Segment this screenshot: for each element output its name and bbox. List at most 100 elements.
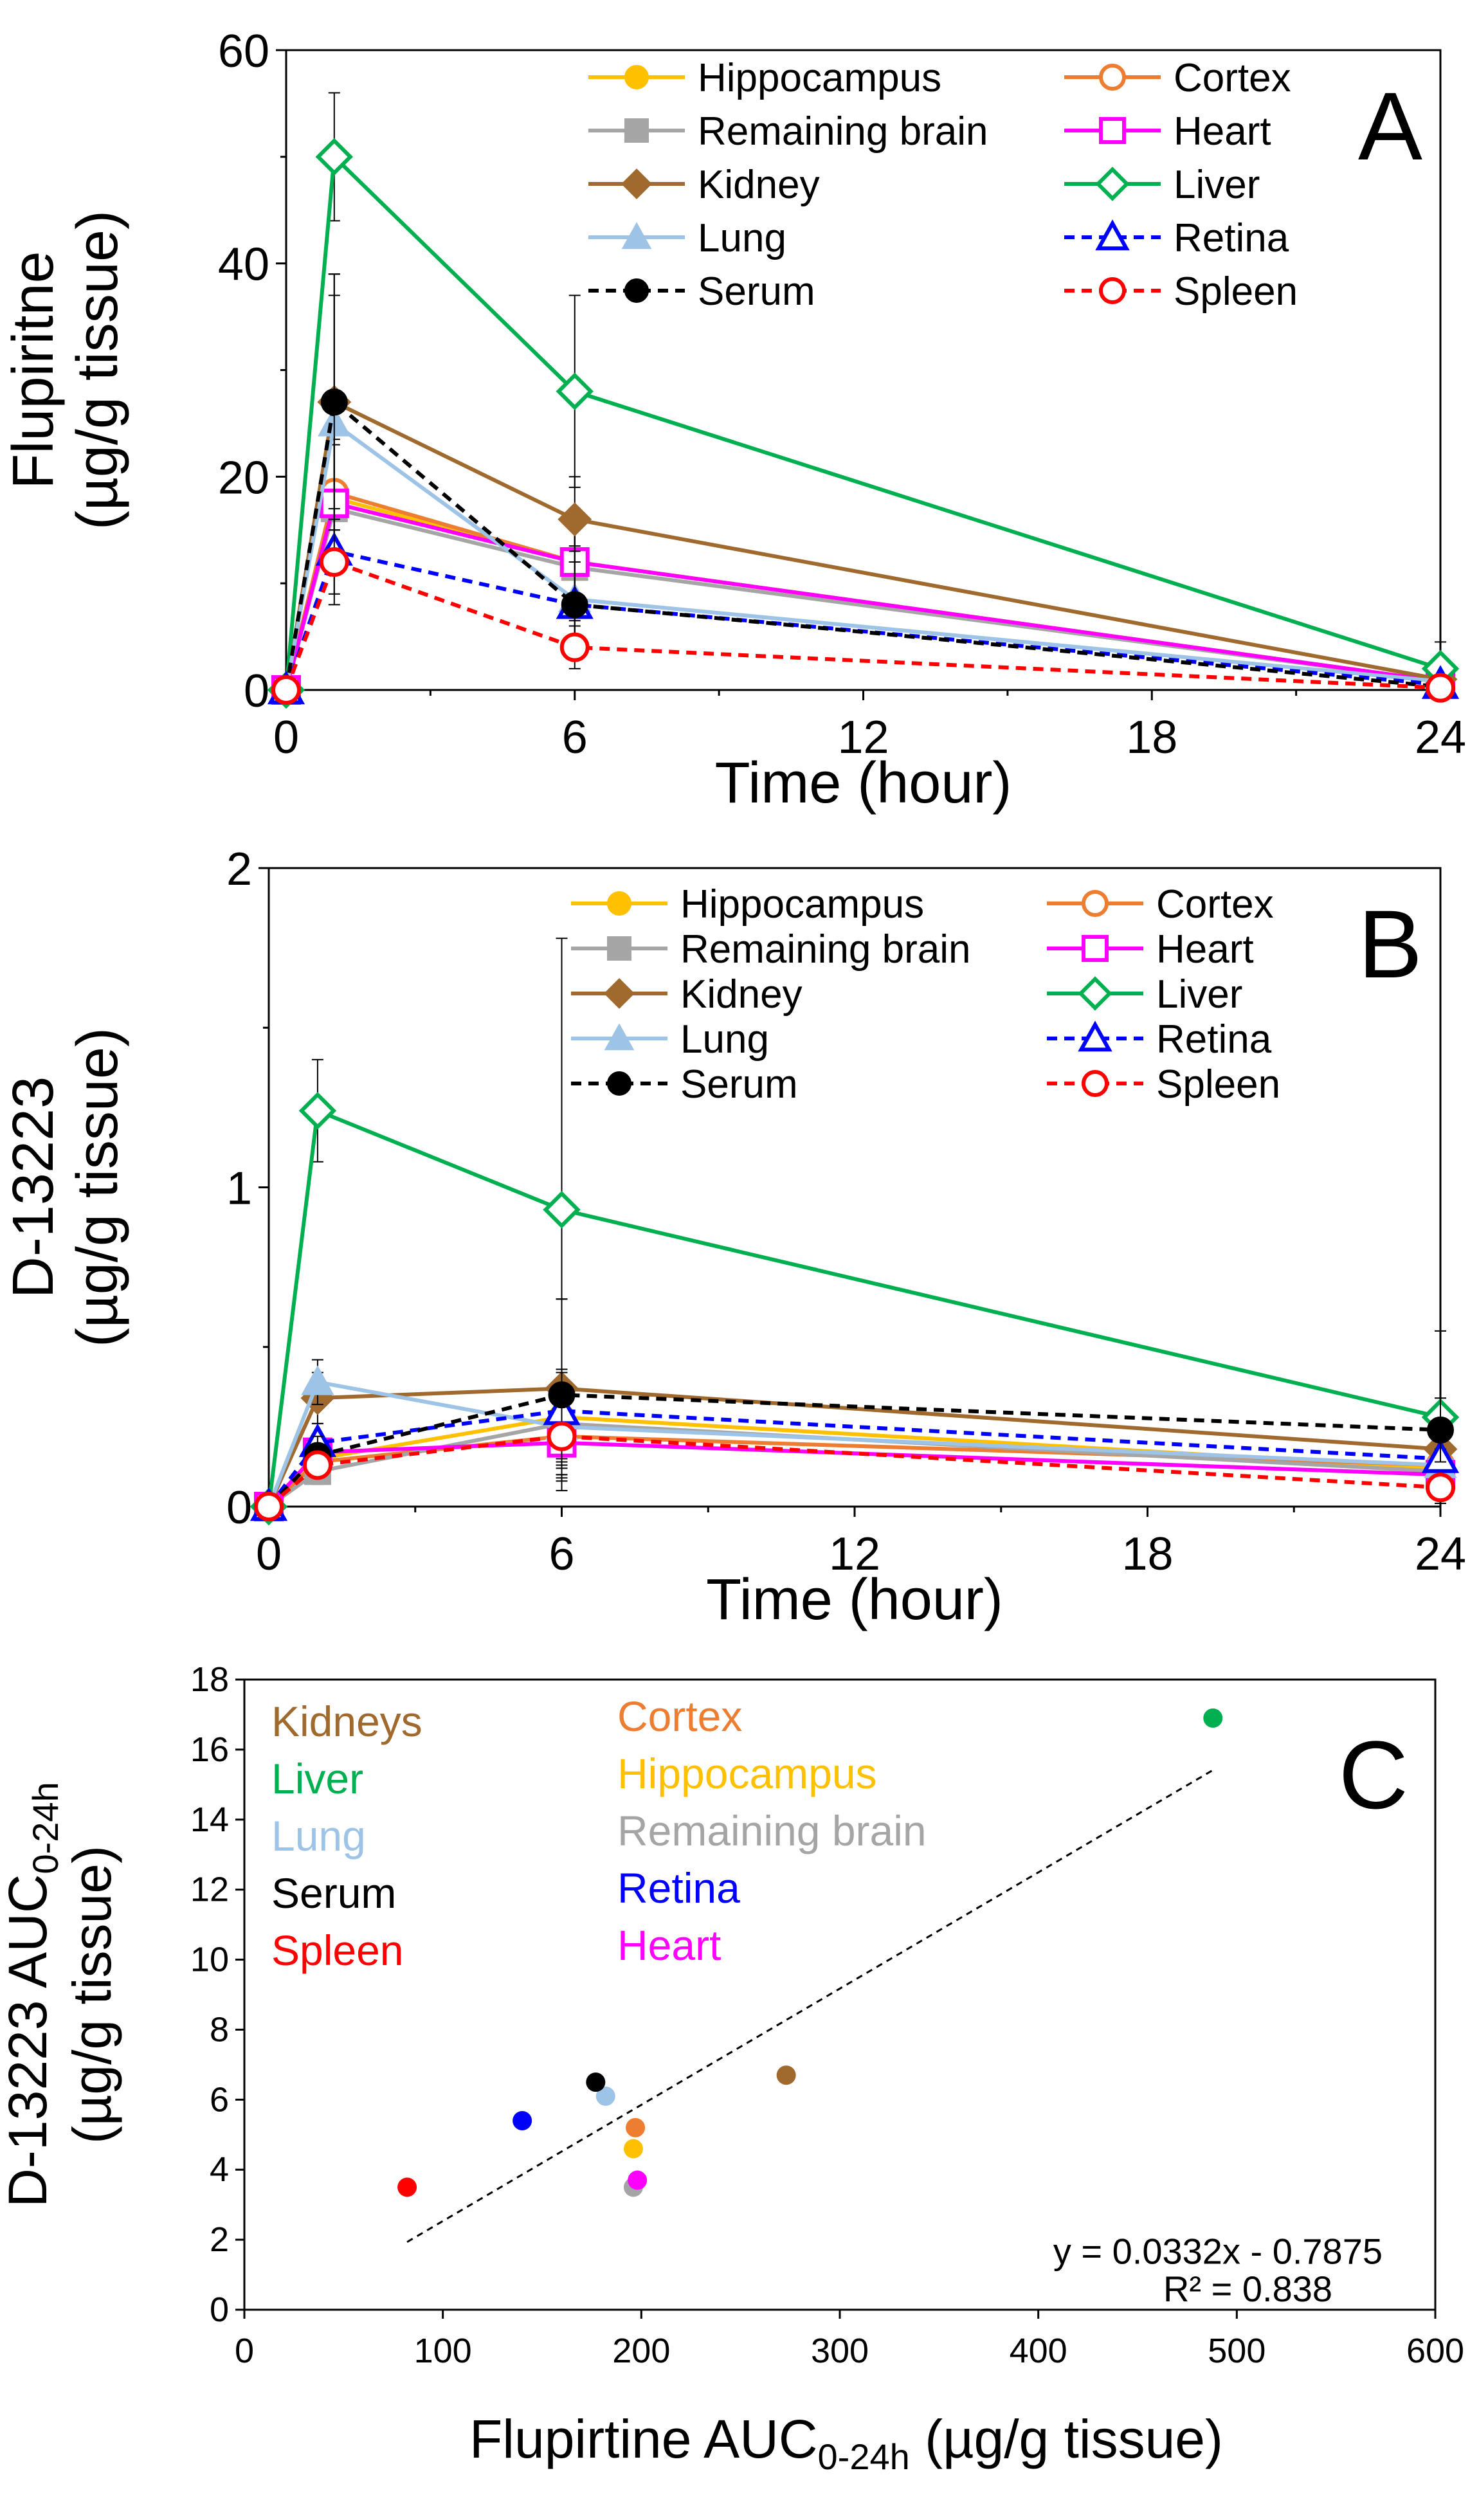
trendline-equation: y = 0.0332x - 0.7875 — [1053, 2231, 1383, 2271]
x-tick-label: 6 — [549, 1528, 574, 1580]
data-point-liver — [556, 372, 594, 410]
series-line-serum — [284, 398, 1441, 691]
data-point-spleen — [254, 1492, 284, 1521]
legend-marker-retina — [1095, 219, 1130, 251]
panel-letter: C — [1339, 1721, 1408, 1829]
series-serum — [273, 273, 1454, 703]
legend-marker-kidney — [604, 978, 635, 1009]
legend-label-kidneys: Kidneys — [271, 1698, 422, 1745]
y-tick-label: 8 — [210, 2010, 229, 2049]
legend-marker-spleen — [1082, 1070, 1109, 1097]
y-tick-label: 18 — [190, 1660, 229, 1699]
data-point-liver — [543, 1191, 581, 1229]
legend-marker-spleen — [1099, 277, 1126, 304]
x-tick-label: 200 — [612, 2332, 670, 2370]
legend-label-serum: Serum — [271, 1869, 396, 1917]
series-line-spleen — [284, 559, 1441, 691]
x-tick-label: 0 — [273, 712, 299, 763]
legend-label-heart: Heart — [617, 1921, 721, 1969]
y-axis-title-line2: (µg/g tissue) — [62, 1845, 122, 2144]
data-point-liver — [315, 138, 354, 176]
x-tick-label: 300 — [811, 2332, 869, 2370]
x-tick-label: 100 — [414, 2332, 472, 2370]
series-line-retina — [267, 1409, 1441, 1508]
data-point-serum — [586, 2072, 606, 2092]
series-line-liver — [267, 1108, 1441, 1507]
x-tick-label: 24 — [1415, 712, 1466, 763]
legend-label-retina: Retina — [1174, 216, 1289, 260]
data-point-spleen — [302, 1450, 332, 1480]
legend-label-lung: Lung — [698, 216, 786, 260]
data-point-kidneys — [776, 2065, 796, 2085]
data-point-retina — [513, 2111, 532, 2130]
series-line-heart — [267, 1440, 1441, 1509]
legend-label-spleen: Spleen — [1174, 269, 1298, 314]
data-point-liver — [298, 1092, 337, 1130]
x-axis-title-suffix: (µg/g tissue) — [910, 2409, 1223, 2469]
legend-label-heart: Heart — [1156, 927, 1254, 972]
data-point-spleen — [1426, 1473, 1455, 1503]
legend-label-lung: Lung — [680, 1017, 769, 1062]
legend-label-cortex: Cortex — [617, 1692, 742, 1740]
y-tick-label: 60 — [218, 26, 269, 77]
y-axis-title-subscript: 0-24h — [25, 1782, 66, 1874]
legend-label-remaining-brain: Remaining brain — [698, 109, 988, 154]
data-point-heart — [628, 2170, 648, 2190]
series-liver — [267, 92, 1460, 709]
legend-marker-hippocampus — [607, 891, 631, 916]
x-tick-label: 500 — [1208, 2332, 1266, 2370]
r-squared: R² = 0.838 — [1163, 2269, 1332, 2309]
x-tick-label: 24 — [1415, 1528, 1466, 1580]
data-point-kidney — [558, 502, 592, 537]
data-point-spleen — [1426, 673, 1455, 703]
legend-label-lung: Lung — [271, 1812, 366, 1860]
x-axis-title-main: Flupirtine AUC — [469, 2409, 818, 2469]
series-line-serum — [267, 1393, 1441, 1509]
legend-label-remaining-brain: Remaining brain — [680, 927, 970, 972]
x-axis-title-subscript: 0-24h — [818, 2436, 910, 2477]
legend-label-spleen: Spleen — [271, 1926, 404, 1974]
x-tick-label: 18 — [1126, 712, 1177, 763]
legend-label-hippocampus: Hippocampus — [680, 882, 924, 927]
data-point-spleen — [559, 632, 590, 662]
data-point-hippocampus — [623, 2139, 643, 2159]
legend-label-spleen: Spleen — [1156, 1062, 1280, 1107]
legend-label-serum: Serum — [680, 1062, 798, 1107]
legend-marker-cortex — [1082, 890, 1109, 917]
y-tick-label: 14 — [190, 1800, 229, 1839]
y-tick-label: 0 — [210, 2290, 229, 2329]
y-tick-label: 16 — [190, 1730, 229, 1769]
y-tick-label: 0 — [244, 666, 269, 717]
legend-marker-remaining-brain — [624, 118, 649, 143]
series-line-liver — [284, 152, 1441, 691]
y-tick-label: 2 — [226, 844, 252, 895]
y-axis-title-line1: D-13223 — [1, 1076, 66, 1298]
x-axis-title: Flupirtine AUC0-24h (µg/g tissue) — [469, 2409, 1223, 2477]
legend-label-cortex: Cortex — [1156, 882, 1274, 927]
trendline — [406, 1769, 1214, 2243]
y-tick-label: 40 — [218, 239, 269, 291]
series-line-kidney — [284, 399, 1441, 691]
x-tick-label: 600 — [1406, 2332, 1464, 2370]
legend: Hippocampus Cortex Remaining brain Heart Kid… — [571, 882, 1280, 1107]
legend-label-kidney: Kidney — [698, 163, 820, 207]
legend-label-hippocampus: Hippocampus — [698, 56, 941, 100]
data-point-serum — [1427, 1416, 1454, 1444]
y-axis-title-main: D-13223 AUC — [0, 1874, 58, 2207]
legend-marker-liver — [1078, 976, 1112, 1011]
legend-marker-serum — [624, 278, 649, 303]
data-point-spleen — [547, 1421, 577, 1451]
panel-c-scatter-chart: 0 2 4 6 8 10 12 14 16 18 0 100 200 300 400 500 600 Flupir… — [0, 1660, 1464, 2477]
panel-letter: A — [1358, 72, 1422, 180]
legend-label-liver: Liver — [1174, 163, 1260, 207]
y-axis-title-line2: (µg/g tissue) — [66, 1028, 130, 1347]
series-kidney — [251, 1298, 1458, 1524]
legend-marker-serum — [607, 1071, 631, 1096]
legend-label-liver: Liver — [271, 1755, 363, 1802]
x-tick-label: 400 — [1010, 2332, 1067, 2370]
series-line-kidney — [267, 1386, 1441, 1508]
x-tick-label: 0 — [256, 1528, 282, 1580]
series-line-lung — [267, 1379, 1441, 1508]
legend-marker-lung — [604, 1023, 635, 1051]
